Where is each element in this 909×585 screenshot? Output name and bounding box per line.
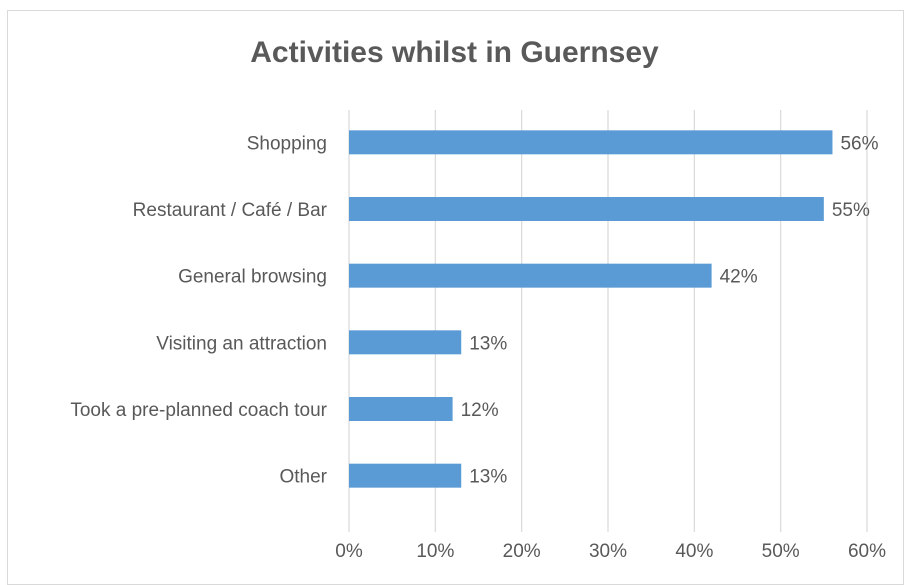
bar [349,463,462,488]
x-tick-label: 40% [675,541,713,562]
data-label: 12% [461,400,499,421]
data-label: 56% [840,133,878,154]
data-label: 13% [469,333,507,354]
bar-chart: Shopping Restaurant / Café / Bar General b… [70,110,886,562]
category-label: Other [279,467,327,488]
bar [349,263,712,288]
tick-labels: 0% 10% 20% 30% 40% 50% 60% [335,541,886,562]
data-label: 55% [832,200,870,221]
bar [349,330,462,355]
bar [349,197,824,221]
x-tick-label: 30% [589,541,627,562]
x-tick-label: 20% [503,541,541,562]
data-label: 42% [720,267,758,288]
category-label: General browsing [178,267,327,288]
bars [349,130,833,488]
data-label: 13% [469,467,507,488]
bar [349,130,833,155]
chart-title: Activities whilst in Guernsey [250,36,659,69]
x-tick-label: 0% [335,541,363,562]
category-label: Took a pre-planned coach tour [70,400,327,421]
bar [349,397,453,421]
category-label: Visiting an attraction [156,333,327,354]
value-labels: 56% 55% 42% 13% 12% 13% [461,133,879,487]
gridlines [434,110,868,532]
chart-frame [7,10,904,585]
x-tick-label: 50% [762,541,800,562]
x-tick-label: 10% [416,541,454,562]
category-label: Shopping [247,133,327,154]
x-tick-label: 60% [848,541,886,562]
category-labels: Shopping Restaurant / Café / Bar General b… [70,133,327,487]
category-label: Restaurant / Café / Bar [133,200,328,221]
